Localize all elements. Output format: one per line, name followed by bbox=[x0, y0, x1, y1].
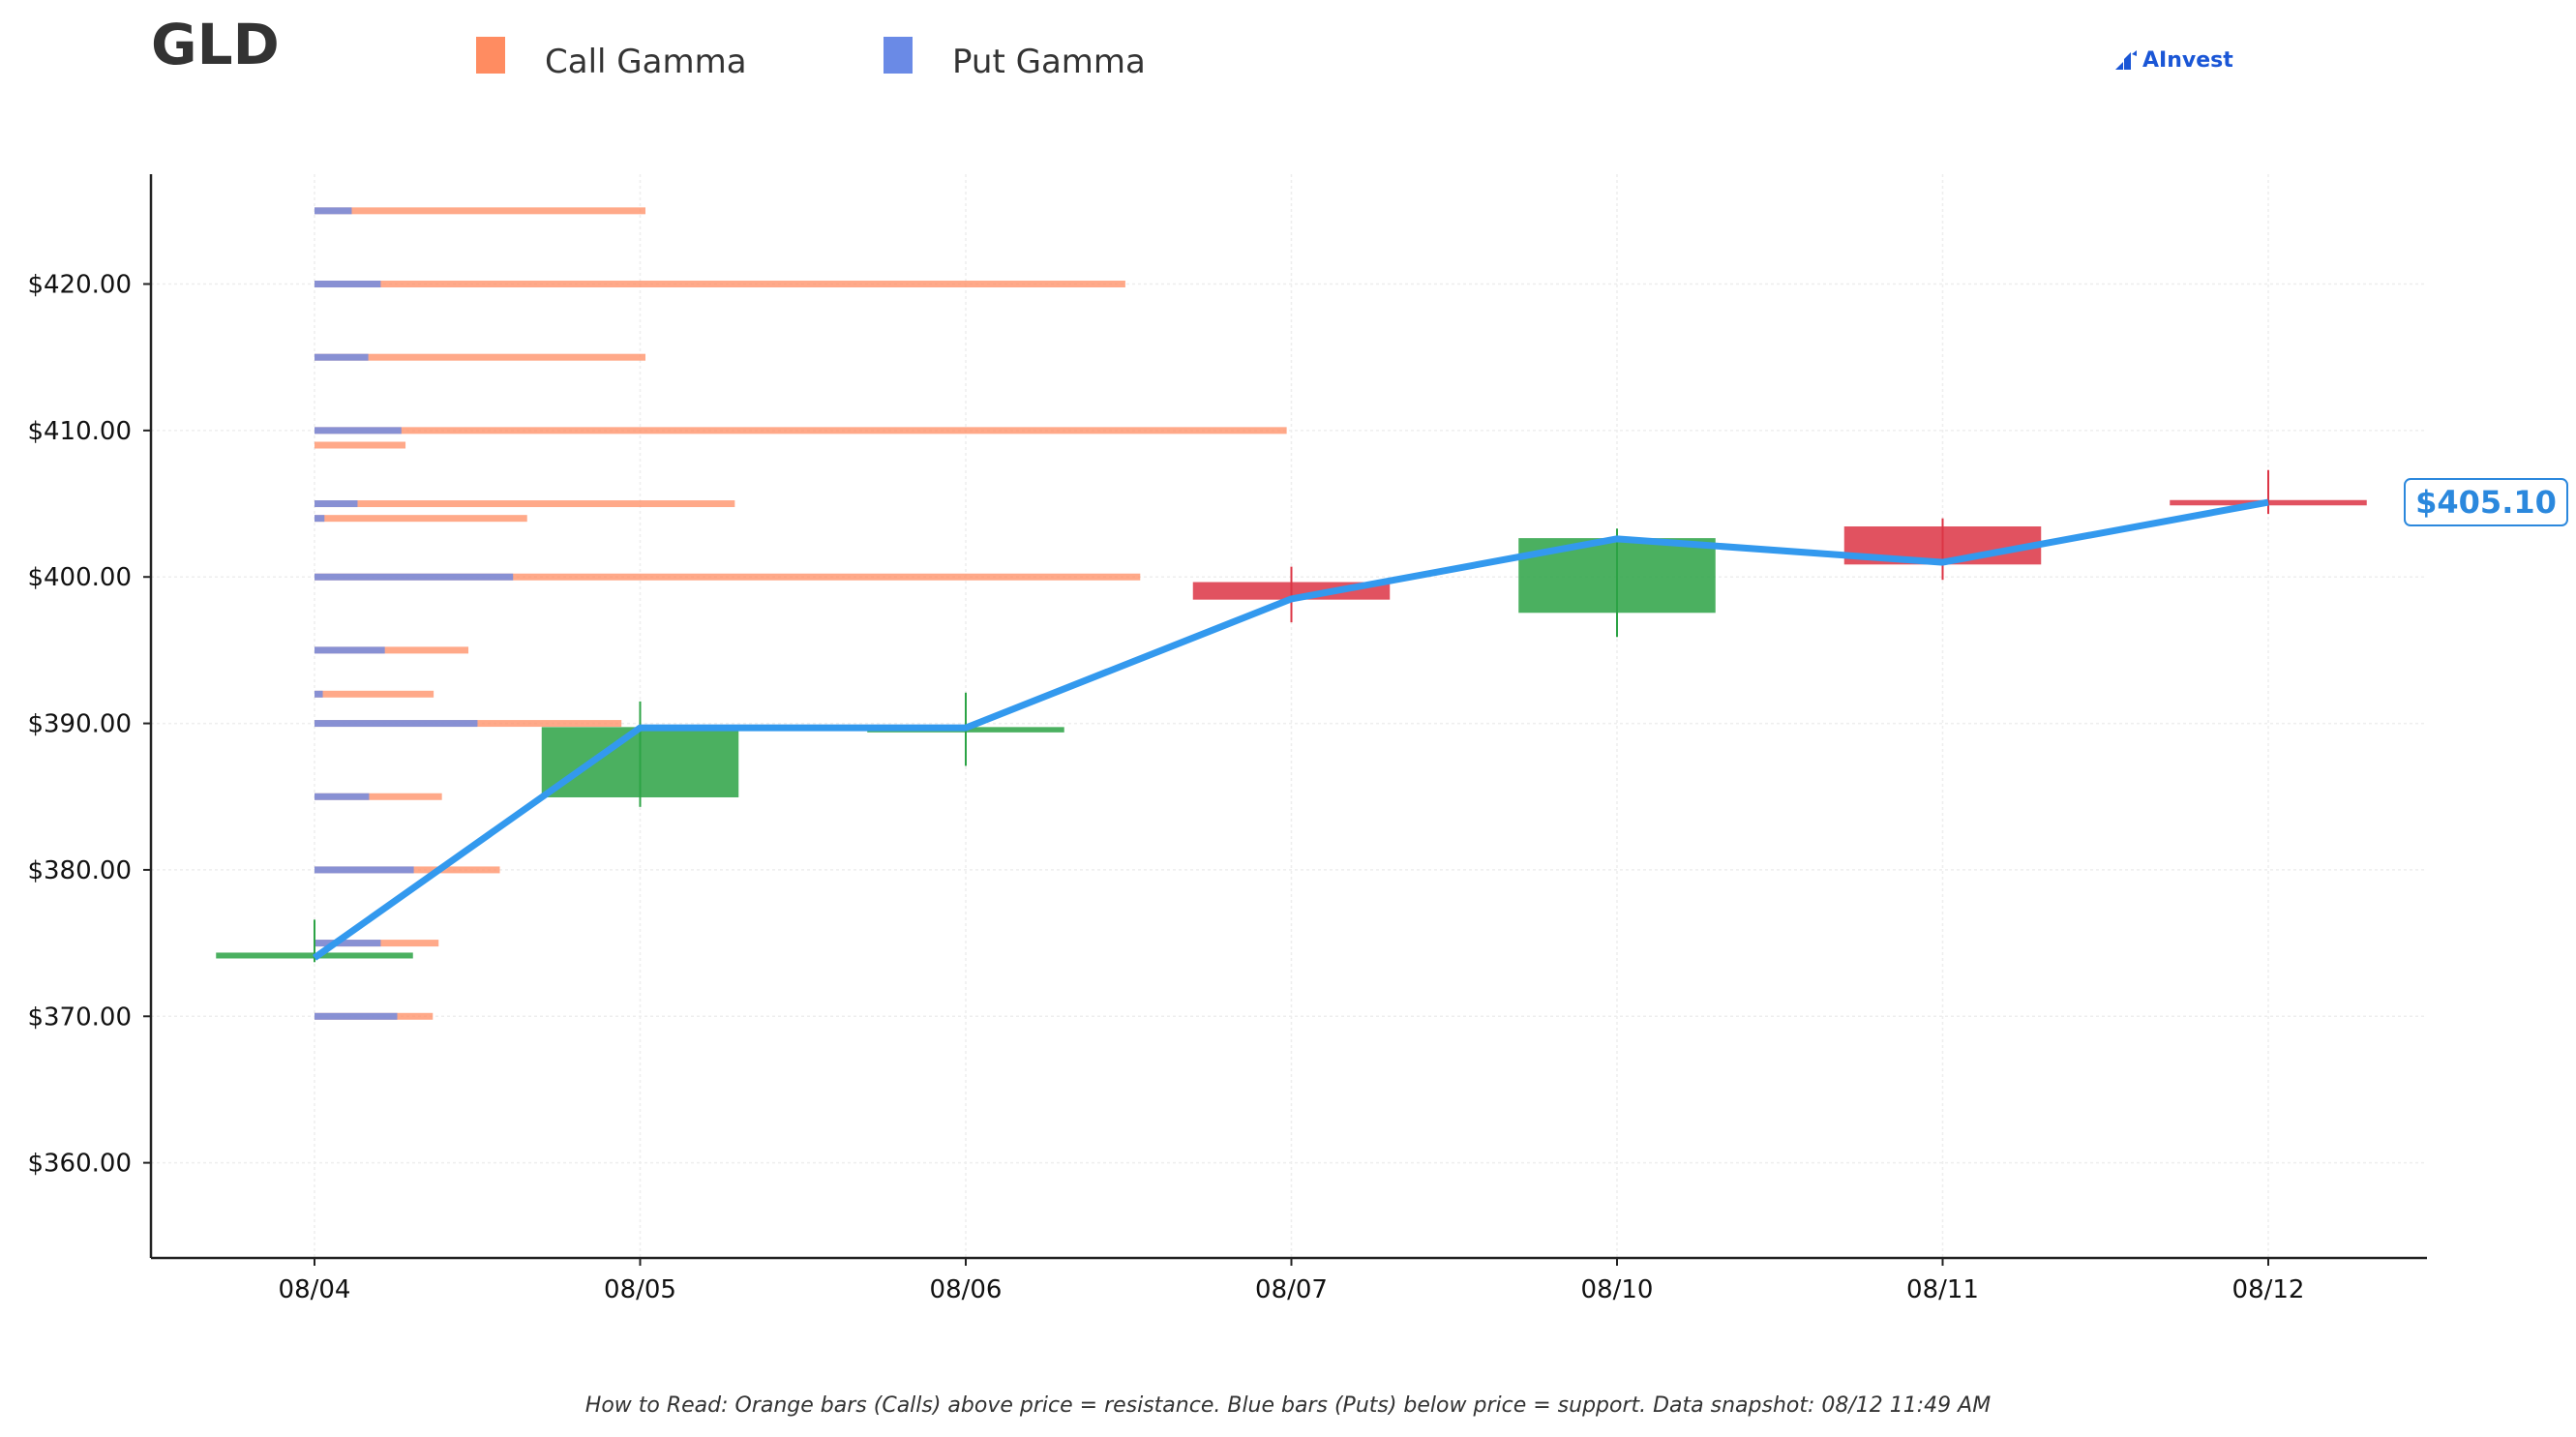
call-gamma-bar bbox=[315, 441, 406, 449]
put-gamma-bar bbox=[315, 1012, 398, 1020]
current-price-box bbox=[2404, 478, 2568, 527]
x-tick-label: 08/12 bbox=[2232, 1275, 2305, 1304]
call-gamma-bar bbox=[315, 281, 1125, 288]
y-tick-label: $370.00 bbox=[27, 1003, 132, 1032]
brand-logo: AInvest bbox=[2113, 48, 2233, 73]
put-gamma-bar bbox=[315, 690, 323, 698]
x-tick-label: 08/05 bbox=[604, 1275, 676, 1304]
current-price-label: $405.10 bbox=[2415, 484, 2557, 521]
call-gamma-bar bbox=[315, 515, 527, 523]
x-tick-label: 08/06 bbox=[930, 1275, 1003, 1304]
call-gamma-label: Call Gamma bbox=[545, 43, 747, 81]
price-line: $405.10 bbox=[312, 478, 2568, 961]
put-gamma-bar bbox=[315, 866, 414, 874]
y-tick-label: $390.00 bbox=[27, 710, 132, 739]
y-tick-label: $400.00 bbox=[27, 563, 132, 592]
call-gamma-bar bbox=[315, 353, 645, 361]
ainvest-logo-icon bbox=[2115, 49, 2137, 70]
brand-name: AInvest bbox=[2142, 48, 2233, 73]
put-gamma-bar bbox=[315, 573, 514, 581]
call-gamma-swatch bbox=[476, 37, 505, 74]
call-gamma-bar bbox=[315, 500, 735, 508]
put-gamma-bar bbox=[315, 720, 478, 728]
y-tick-label: $360.00 bbox=[27, 1150, 132, 1179]
put-gamma-label: Put Gamma bbox=[952, 43, 1146, 81]
put-gamma-bar bbox=[315, 793, 370, 800]
x-tick-label: 08/11 bbox=[1906, 1275, 1979, 1304]
gamma-bars bbox=[315, 207, 1287, 1020]
ticker-title: GLD bbox=[151, 12, 280, 77]
put-gamma-bar bbox=[315, 515, 325, 523]
gamma-price-chart: $405.10 $360.00 $370.00 $380.00 $390.00 $400… bbox=[27, 174, 2568, 1304]
call-gamma-bar bbox=[315, 690, 434, 698]
call-gamma-bar bbox=[315, 573, 1141, 581]
call-gamma-bar bbox=[315, 646, 469, 654]
put-gamma-bar bbox=[315, 500, 358, 508]
grid-lines bbox=[151, 174, 2427, 1258]
put-gamma-bar bbox=[315, 281, 381, 288]
axes bbox=[143, 174, 2427, 1266]
call-gamma-bar bbox=[315, 793, 442, 800]
footnote: How to Read: Orange bars (Calls) above p… bbox=[584, 1393, 1992, 1418]
price-line-path bbox=[312, 498, 2269, 961]
y-tick-label: $420.00 bbox=[27, 271, 132, 300]
call-gamma-bar bbox=[315, 207, 645, 215]
x-tick-label: 08/04 bbox=[279, 1275, 351, 1304]
put-gamma-swatch bbox=[884, 37, 913, 74]
put-gamma-bar bbox=[315, 353, 369, 361]
put-gamma-bar bbox=[315, 940, 381, 947]
candle-body bbox=[541, 727, 739, 797]
x-tick-label: 08/10 bbox=[1581, 1275, 1654, 1304]
y-tick-label: $410.00 bbox=[27, 417, 132, 446]
put-gamma-bar bbox=[315, 646, 385, 654]
y-tick-label: $380.00 bbox=[27, 856, 132, 885]
call-gamma-bar bbox=[315, 427, 1287, 434]
axis-labels: $360.00 $370.00 $380.00 $390.00 $400.00 $410.… bbox=[27, 271, 2304, 1304]
put-gamma-bar bbox=[315, 427, 402, 434]
x-tick-label: 08/07 bbox=[1255, 1275, 1328, 1304]
put-gamma-bar bbox=[315, 207, 352, 215]
